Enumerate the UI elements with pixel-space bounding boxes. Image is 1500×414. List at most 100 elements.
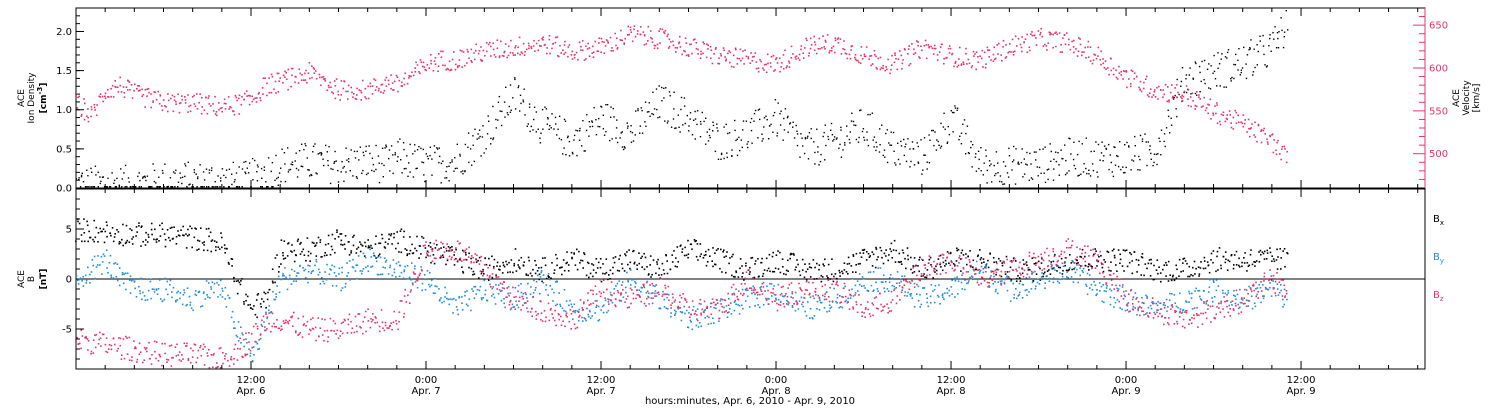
velocity-series-point [577, 59, 579, 61]
b-series-x-point [741, 265, 743, 267]
ion-density-series-point [1159, 141, 1160, 142]
b-series-x-point [131, 238, 133, 240]
b-series-x-point [455, 258, 457, 260]
b-series-x-point [876, 248, 878, 250]
ion-density-series-point [1142, 138, 1143, 139]
velocity-series-point [549, 35, 551, 37]
b-series-y-point [429, 286, 431, 288]
b-series-y-point [986, 263, 988, 265]
ion-density-series-point [1273, 39, 1274, 40]
b-series-x-point [1098, 256, 1100, 258]
b-series-y-point [700, 303, 702, 305]
ion-density-series-point [579, 128, 580, 129]
b-series-y-point [552, 300, 554, 302]
b-series-y-point [981, 266, 983, 268]
velocity-series-point [713, 53, 715, 55]
velocity-series-point [329, 82, 331, 84]
velocity-series-point [230, 107, 232, 109]
ion-density-series-point [366, 146, 367, 147]
ion-density-series-point [958, 139, 959, 140]
b-series-x-point [573, 252, 575, 254]
velocity-series-point [173, 111, 175, 113]
b-series-y-point [382, 274, 384, 276]
velocity-series-point [669, 39, 671, 41]
b-series-y-point [775, 298, 777, 300]
velocity-series-point [679, 41, 681, 43]
b-series-x-point [697, 259, 699, 261]
b-series-y-point [603, 312, 605, 314]
velocity-series-point [783, 68, 785, 70]
velocity-series-point [1223, 112, 1225, 114]
b-series-x-point [278, 271, 280, 273]
b-series-z-point [119, 345, 121, 347]
b-series-x-point [604, 273, 606, 275]
b-series-y-point [1101, 286, 1103, 288]
velocity-series-point [486, 51, 488, 53]
ion-density-series-point [989, 165, 990, 166]
b-series-z-point [208, 349, 210, 351]
b-series-y-point [464, 291, 466, 293]
b-series-x-point [523, 261, 525, 263]
b-series-x-point [836, 278, 838, 280]
b-series-y-point [453, 298, 455, 300]
b-series-y-point [1087, 273, 1089, 275]
b-series-x-point [891, 251, 893, 253]
velocity-series-point [239, 95, 241, 97]
b-series-x-point [465, 254, 467, 256]
b-series-z-point [270, 331, 272, 333]
velocity-series-point [552, 43, 554, 45]
b-series-x-point [261, 298, 263, 300]
ion-density-series-point [780, 124, 781, 125]
b-series-y-point [1044, 282, 1046, 284]
ion-density-series-point [147, 176, 148, 177]
velocity-series-point [943, 63, 945, 65]
ion-density-series-point [737, 139, 738, 140]
b-series-z-point [212, 366, 214, 368]
ion-density-series-point [334, 161, 335, 162]
b-series-y-point [763, 304, 765, 306]
velocity-series-point [789, 66, 791, 68]
velocity-series-point [298, 69, 300, 71]
b-series-x-point [1016, 278, 1018, 280]
ion-density-series-point [616, 119, 617, 120]
velocity-series-point [148, 92, 150, 94]
b-series-x-point [479, 257, 481, 259]
velocity-series-point [225, 108, 227, 110]
b-series-x-point [575, 264, 577, 266]
b-series-z-point [255, 323, 257, 325]
ion-density-series-point [540, 133, 541, 134]
velocity-series-point [823, 46, 825, 48]
ion-density-series-point [211, 170, 212, 171]
ion-density-series-point [695, 138, 696, 139]
velocity-series-point [928, 47, 930, 49]
b-series-x-point [84, 232, 86, 234]
b-series-y-point [942, 295, 944, 297]
velocity-series-point [514, 54, 516, 56]
ion-density-series-point [1035, 159, 1036, 160]
ion-density-series-point [1269, 38, 1270, 39]
b-series-y-point [962, 272, 964, 274]
b-series-y-point [883, 287, 885, 289]
velocity-series-point [696, 48, 698, 50]
b-series-y-point [1093, 281, 1095, 283]
ion-density-series-point [1094, 151, 1095, 152]
velocity-series-point [282, 82, 284, 84]
ion-density-series-point [1208, 87, 1209, 88]
velocity-series-point [989, 49, 991, 51]
velocity-series-point [94, 107, 96, 109]
ion-density-series-point [95, 174, 96, 175]
ion-density-series-point [488, 115, 489, 116]
b-series-x-point [300, 253, 302, 255]
velocity-series-point [917, 41, 919, 43]
ion-density-series-point [654, 108, 655, 109]
b-series-y-point [356, 278, 358, 280]
velocity-series-point [441, 56, 443, 58]
b-series-x-point [1267, 252, 1269, 254]
b-series-x-point [1185, 260, 1187, 262]
velocity-series-point [421, 61, 423, 63]
b-series-y-point [189, 296, 191, 298]
b-series-z-point [129, 359, 131, 361]
ion-density-series-point [1050, 143, 1051, 144]
b-series-y-point [557, 304, 559, 306]
ion-density-series-point [569, 141, 570, 142]
